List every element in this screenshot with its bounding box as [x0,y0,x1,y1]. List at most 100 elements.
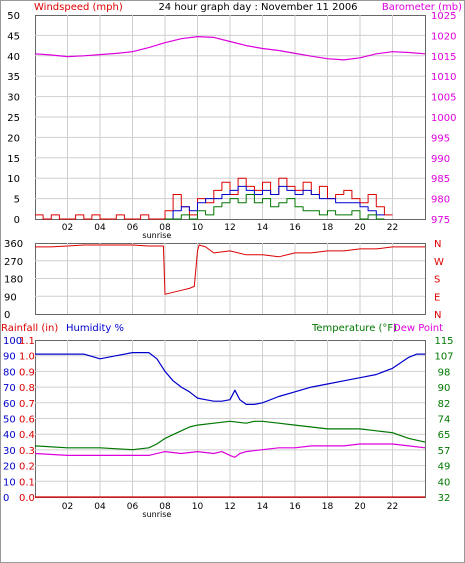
rainfall-tick-label: 0.4 [19,430,35,441]
wind-direction-line [35,244,425,295]
rainfall-tick-label: 0.7 [19,399,35,410]
barometer-tick-label: 1025 [431,11,456,22]
x-tick-label: 14 [257,223,269,233]
rainfall-tick-label: 0.6 [19,415,35,426]
sunrise-label: sunrise [142,231,171,240]
humidity-tick-label: 40 [3,430,16,441]
wind-speed-line [165,194,385,220]
barometer-tick-label: 1000 [431,113,456,124]
x-tick-label: 08 [159,502,171,512]
compass-label: E [434,292,440,303]
temperature-tick-label: 98 [438,367,451,378]
rainfall-tick-label: 0.9 [19,367,35,378]
temperature-tick-label: 115 [434,336,453,347]
x-tick-label: 06 [127,502,139,512]
humidity-tick-label: 80 [3,367,16,378]
x-tick-label: 20 [354,502,366,512]
barometer-tick-label: 1010 [431,72,456,83]
direction-tick-label: 360 [4,239,23,250]
humidity-tick-label: 50 [3,415,16,426]
windspeed-tick-label: 40 [7,52,20,63]
temperature-tick-label: 49 [438,462,451,473]
wind-avg-line [165,185,385,220]
humidity-tick-label: 60 [3,399,16,410]
temperature-tick-label: 74 [438,415,451,426]
temperature-tick-label: 90 [438,383,451,394]
temperature-tick-label: 57 [438,446,451,457]
direction-tick-label: 90 [4,292,17,303]
rainfall-tick-label: 1.0 [19,352,35,363]
x-tick-label: 10 [192,223,204,233]
x-tick-label: 12 [224,223,235,233]
temperature-tick-label: 40 [438,477,451,488]
rainfall-tick-label: 0.8 [19,383,35,394]
barometer-tick-label: 980 [431,195,450,206]
direction-tick-label: 270 [4,257,23,268]
direction-tick-label: 180 [4,275,23,286]
windspeed-tick-label: 20 [7,133,20,144]
barometer-tick-label: 1015 [431,52,456,63]
x-tick-label: 04 [94,502,106,512]
x-tick-label: 22 [387,502,398,512]
x-tick-label: 22 [387,223,398,233]
humidity-axis-label: Humidity % [66,323,124,334]
compass-label: W [434,257,444,268]
windspeed-tick-label: 25 [7,113,20,124]
rainfall-tick-label: 0.0 [19,493,35,504]
rainfall-axis-label: Rainfall (in) [1,323,58,334]
barometer-axis-label: Barometer (mb) [382,2,462,13]
temperature-tick-label: 65 [438,430,451,441]
temperature-tick-label: 32 [438,493,451,504]
chart-title: 24 hour graph day : November 11 2006 [158,2,357,13]
x-tick-label: 16 [289,502,301,512]
windspeed-tick-label: 30 [7,93,20,104]
humidity-tick-label: 100 [3,336,22,347]
x-tick-label: 18 [322,223,334,233]
temperature-line [34,420,426,451]
windspeed-tick-label: 45 [7,31,20,42]
x-tick-label: 06 [127,223,139,233]
barometer-tick-label: 975 [431,215,450,226]
barometer-tick-label: 1005 [431,93,456,104]
x-tick-label: 18 [322,502,334,512]
humidity-tick-label: 30 [3,446,16,457]
humidity-tick-label: 20 [3,462,16,473]
x-tick-label: 02 [62,223,73,233]
rainfall-tick-label: 0.1 [19,477,35,488]
humidity-tick-label: 10 [3,477,16,488]
x-tick-label: 14 [257,502,269,512]
direction-tick-label: 0 [4,310,10,321]
windspeed-tick-label: 50 [7,11,20,22]
windspeed-tick-label: 0 [14,215,20,226]
humidity-tick-label: 90 [3,352,16,363]
windspeed-tick-label: 15 [7,154,20,165]
x-tick-label: 20 [354,223,366,233]
temperature-tick-label: 82 [438,399,451,410]
barometer-tick-label: 1020 [431,31,456,42]
sunrise-label: sunrise [142,510,171,519]
dewpoint-line [34,443,426,458]
rainfall-tick-label: 0.3 [19,446,35,457]
x-tick-label: 04 [94,223,106,233]
compass-label: N [434,239,441,250]
windspeed-axis-label: Windspeed (mph) [34,2,123,13]
x-tick-label: 10 [192,502,204,512]
wind-gust-line [35,177,393,220]
barometer-line [34,35,426,61]
x-tick-label: 16 [289,223,301,233]
barometer-tick-label: 985 [431,174,450,185]
humidity-line [35,352,425,405]
windspeed-tick-label: 10 [7,174,20,185]
windspeed-tick-label: 35 [7,72,20,83]
windspeed-tick-label: 5 [14,195,20,206]
compass-label: S [434,275,440,286]
x-tick-label: 12 [224,502,235,512]
temperature-tick-label: 107 [434,352,453,363]
compass-label: N [434,310,441,321]
rainfall-tick-label: 1.1 [19,336,35,347]
x-tick-label: 08 [159,223,171,233]
